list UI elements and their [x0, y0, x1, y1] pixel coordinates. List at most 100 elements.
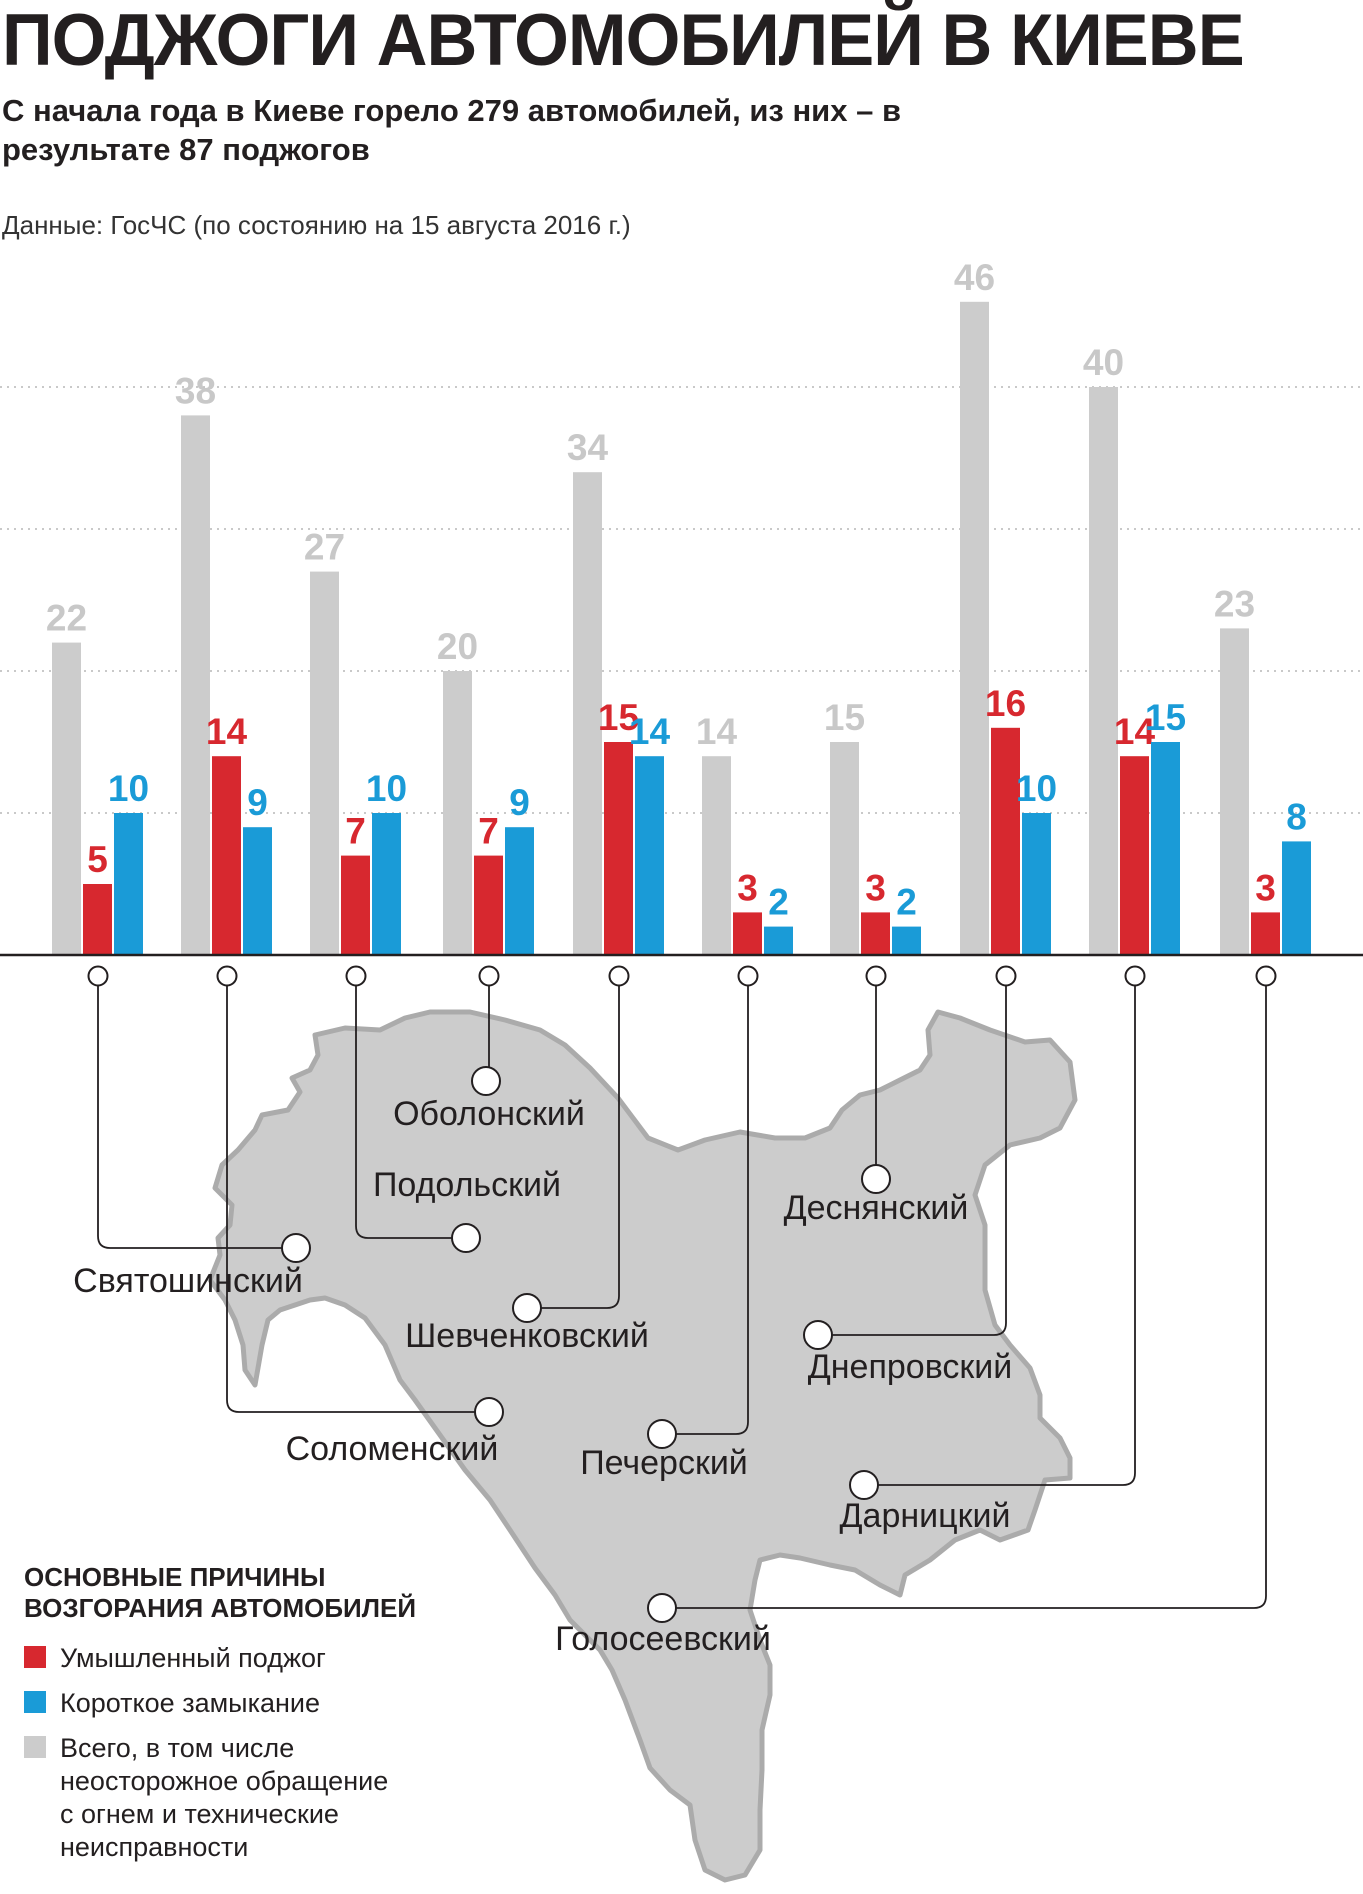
bar-short-circuit: [1151, 742, 1180, 955]
bar-value-label: 38: [175, 370, 216, 411]
bar-value-label: 20: [437, 626, 478, 667]
bar-arson: [1120, 756, 1149, 955]
page-title: ПОДЖОГИ АВТОМОБИЛЕЙ В КИЕВЕ: [2, 0, 1245, 81]
bar-value-label: 10: [108, 768, 149, 809]
connector-line: [674, 976, 1267, 1609]
axis-marker: [865, 965, 887, 987]
bar-total: [702, 756, 731, 955]
district-marker: [849, 1470, 879, 1500]
bar-value-label: 14: [1114, 711, 1156, 752]
bar-value-label: 3: [737, 867, 758, 908]
district-label: Печерский: [580, 1444, 748, 1482]
bar-short-circuit: [892, 926, 921, 955]
bar-value-label: 23: [1214, 583, 1255, 624]
district-marker: [281, 1233, 311, 1263]
district-marker: [474, 1397, 504, 1427]
legend-swatch-arson: [24, 1646, 46, 1669]
bar-total: [310, 571, 339, 955]
bar-short-circuit: [505, 827, 534, 955]
bar-value-label: 2: [768, 882, 789, 923]
legend-title: ОСНОВНЫЕ ПРИЧИНЫ ВОЗГОРАНИЯ АВТОМОБИЛЕЙ: [24, 1562, 417, 1624]
source-note: Данные: ГосЧС (по состоянию на 15 август…: [2, 210, 631, 240]
bar-total: [1089, 387, 1118, 955]
district-marker: [647, 1419, 677, 1449]
legend-swatch-short-circuit: [24, 1691, 46, 1714]
bar-total: [443, 671, 472, 955]
district-marker: [647, 1593, 677, 1623]
axis-marker: [1255, 965, 1277, 987]
bar-value-label: 14: [206, 711, 248, 752]
bar-arson: [1251, 912, 1280, 955]
district-label: Голосеевский: [555, 1620, 771, 1658]
bar-value-label: 34: [567, 427, 609, 468]
district-label: Днепровский: [808, 1348, 1012, 1386]
bar-value-label: 46: [954, 257, 995, 298]
district-marker: [451, 1223, 481, 1253]
bar-total: [830, 742, 859, 955]
legend-label: Всего, в том числе неосторожное обращени…: [60, 1733, 389, 1863]
district-label: Оболонский: [393, 1095, 585, 1133]
bar-total: [960, 301, 989, 955]
bar-value-label: 15: [1145, 697, 1186, 738]
district-connectors: [97, 976, 1267, 1623]
bar-value-label: 7: [345, 811, 366, 852]
connector-line: [97, 976, 284, 1249]
connector-line: [674, 976, 749, 1435]
axis-marker: [1124, 965, 1146, 987]
axis-marker: [737, 965, 759, 987]
axis-marker: [995, 965, 1017, 987]
bar-arson: [83, 884, 112, 955]
bar-value-label: 14: [629, 711, 671, 752]
bar-short-circuit: [114, 813, 143, 955]
district-marker: [861, 1164, 891, 1194]
bar-total: [52, 642, 81, 955]
connector-line: [355, 976, 454, 1239]
bar-value-label: 8: [1286, 796, 1307, 837]
bar-total: [573, 472, 602, 955]
bar-arson: [474, 855, 503, 955]
bar-short-circuit: [1022, 813, 1051, 955]
bar-arson: [341, 855, 370, 955]
bar-value-label: 16: [985, 683, 1026, 724]
bar-value-label: 10: [1016, 768, 1057, 809]
bar-value-label: 14: [696, 711, 738, 752]
district-label: Подольский: [373, 1166, 561, 1204]
district-label: Деснянский: [784, 1189, 969, 1227]
district-labels: Святошинский Оболонский Подольский Соломенс…: [73, 1095, 1012, 1658]
bar-value-label: 3: [865, 867, 886, 908]
bar-arson: [991, 727, 1020, 955]
bar-value-label: 15: [598, 697, 639, 738]
connector-line: [539, 976, 620, 1309]
bar-value-label: 22: [46, 598, 87, 639]
axis-marker: [608, 965, 630, 987]
bar-value-label: 3: [1255, 867, 1276, 908]
bar-value-label: 5: [87, 839, 108, 880]
legend-label: Умышленный поджог: [60, 1643, 326, 1674]
connector-line: [876, 976, 1136, 1486]
bar-value-label: 15: [824, 697, 865, 738]
district-marker: [512, 1293, 542, 1323]
bar-short-circuit: [635, 756, 664, 955]
bar-total: [181, 415, 210, 955]
bar-short-circuit: [372, 813, 401, 955]
bar-short-circuit: [243, 827, 272, 955]
district-marker: [471, 1066, 501, 1096]
axis-marker: [345, 965, 367, 987]
bar-short-circuit: [1282, 841, 1311, 955]
bar-value-label: 9: [509, 782, 530, 823]
legend-label: Короткое замыкание: [60, 1688, 320, 1719]
district-label: Святошинский: [73, 1262, 303, 1300]
bar-arson: [733, 912, 762, 955]
legend-swatch-total: [24, 1736, 46, 1759]
district-marker: [803, 1320, 833, 1350]
bar-total: [1220, 628, 1249, 955]
connector-line: [226, 976, 477, 1413]
district-label: Соломенский: [286, 1430, 499, 1468]
bar-arson: [212, 756, 241, 955]
kyiv-map: [207, 1009, 1078, 1883]
bar-value-label: 7: [478, 811, 499, 852]
subtitle: С начала года в Киеве горело 279 автомоб…: [2, 93, 901, 167]
bar-value-label: 2: [896, 882, 917, 923]
bar-value-label: 40: [1083, 342, 1124, 383]
legend-item-arson: Умышленный поджог: [24, 1642, 444, 1675]
